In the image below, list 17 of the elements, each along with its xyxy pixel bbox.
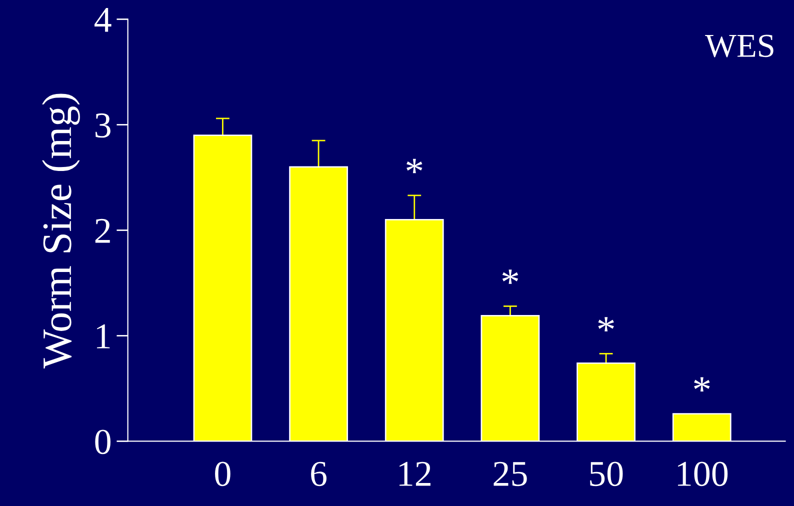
x-tick-label: 25 [494,462,527,486]
y-tick-label: 3 [96,113,110,138]
y-tick-label: 1 [96,324,110,348]
y-tick-label: 4 [94,8,112,32]
x-tick-label: 6 [311,462,326,486]
data-label: * [598,317,614,332]
x-tick-label: 50 [590,462,623,486]
y-tick-label: 0 [95,430,110,454]
x-tick-label: 12 [400,462,430,486]
annotation: WES [705,34,774,58]
y-tick-label: 2 [95,218,110,243]
y-axis-title: Worm Size (mg) [42,94,80,369]
data-label: * [694,377,710,392]
x-tick-label: 100 [678,462,728,486]
x-tick-label: 0 [215,462,230,486]
data-label: * [502,270,518,284]
data-label: * [406,158,422,174]
